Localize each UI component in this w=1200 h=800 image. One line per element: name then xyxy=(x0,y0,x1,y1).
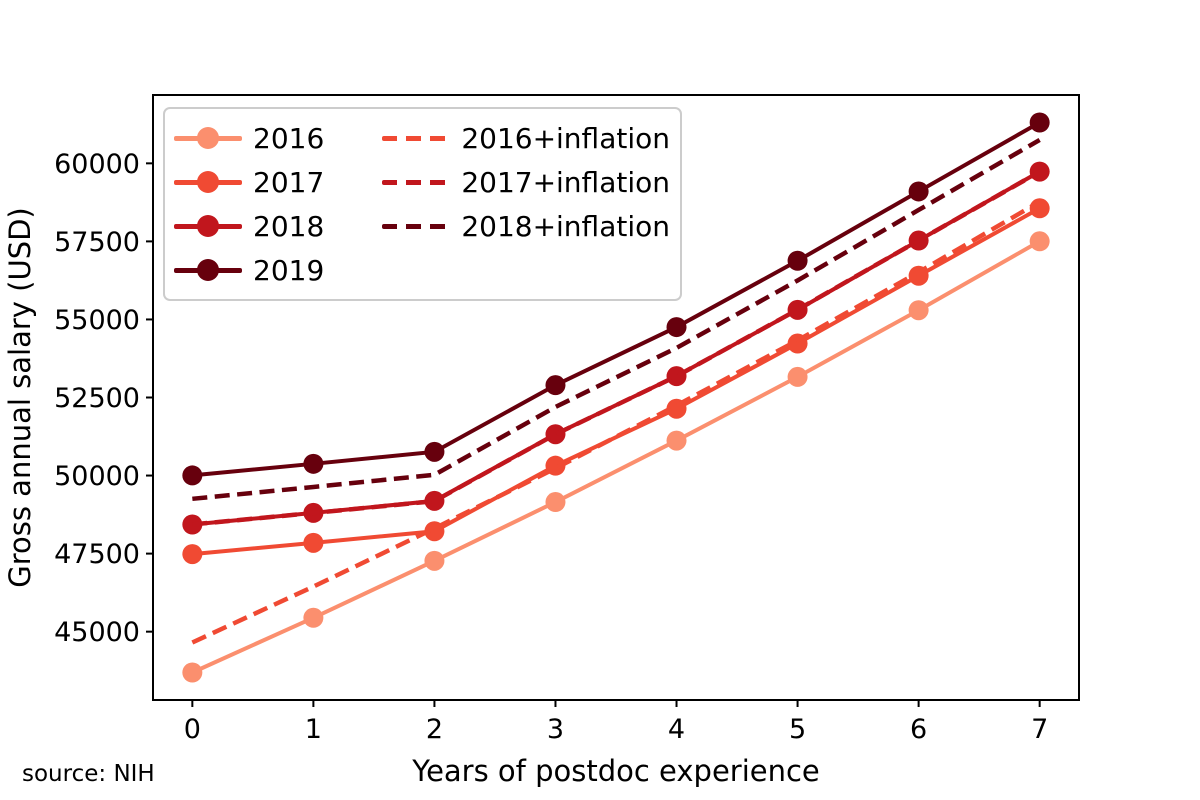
data-point-2019-year-7 xyxy=(1029,112,1050,133)
y-tick-label: 50000 xyxy=(54,461,140,492)
legend-item-2016: 2016 xyxy=(174,116,382,160)
legend-item-2018: 2018 xyxy=(174,204,382,248)
data-point-2016-year-0 xyxy=(182,662,203,683)
dashed-line-swatch-icon xyxy=(382,170,451,194)
legend-column-inflation: 2016+inflation 2017+inflation 2018+inflati… xyxy=(382,116,670,292)
x-tick-label: 1 xyxy=(305,714,322,745)
legend-item-2018+inflation: 2018+inflation xyxy=(382,204,670,248)
series-line-2016 xyxy=(190,239,1042,675)
x-tick-label: 0 xyxy=(184,714,201,745)
dashed-line-swatch-icon xyxy=(382,126,451,150)
data-point-2019-year-2 xyxy=(424,441,445,462)
swatch-marker-dot xyxy=(197,127,219,149)
line-marker-swatch-icon xyxy=(174,170,242,194)
legend-label: 2018+inflation xyxy=(461,209,670,243)
swatch-marker-dot xyxy=(197,259,219,281)
data-point-2019-year-4 xyxy=(666,317,687,338)
data-point-2017-year-0 xyxy=(182,544,203,565)
legend-item-2019: 2019 xyxy=(174,248,382,292)
y-axis-title: Gross annual salary (USD) xyxy=(3,207,37,588)
data-point-2016-year-5 xyxy=(787,366,808,387)
x-axis-title: Years of postdoc experience xyxy=(411,754,820,788)
y-tick-label: 45000 xyxy=(54,617,140,648)
legend-label: 2017+inflation xyxy=(461,165,670,199)
y-tick-label: 57500 xyxy=(54,227,140,258)
x-tick-label: 4 xyxy=(668,714,685,745)
swatch-line xyxy=(382,180,451,185)
series-line-2019 xyxy=(190,120,1042,478)
line-marker-swatch-icon xyxy=(174,258,242,282)
legend-column-solid: 2016 2017 2018 2019 xyxy=(174,116,382,292)
y-tick-label: 60000 xyxy=(54,149,140,180)
swatch-marker-dot xyxy=(197,215,219,237)
swatch-marker-dot xyxy=(197,171,219,193)
legend-item-2017: 2017 xyxy=(174,160,382,204)
data-point-2019-year-3 xyxy=(545,375,566,396)
y-axis: 45000 47500 50000 52500 55000 57500 60000 xyxy=(54,149,153,648)
series-line-2016+inflation xyxy=(191,199,1041,645)
x-tick-label: 7 xyxy=(1031,714,1048,745)
y-tick-label: 55000 xyxy=(54,305,140,336)
x-tick-label: 3 xyxy=(547,714,564,745)
data-point-2018-year-4 xyxy=(666,366,687,387)
series-line-2017+inflation xyxy=(192,169,1041,527)
legend-item-2016+inflation: 2016+inflation xyxy=(382,116,670,160)
legend: 2016 2017 2018 2019 2016+inflation 2017+infl… xyxy=(163,107,682,301)
data-point-2016-year-1 xyxy=(303,607,324,628)
x-tick-label: 2 xyxy=(426,714,443,745)
legend-label: 2018 xyxy=(253,209,325,243)
legend-label: 2017 xyxy=(253,165,325,199)
x-axis: 0 1 2 3 4 5 6 7 xyxy=(184,700,1048,745)
data-point-2019-year-1 xyxy=(303,453,324,474)
swatch-line xyxy=(382,224,451,229)
data-point-2016-year-7 xyxy=(1029,231,1050,252)
y-tick-label: 52500 xyxy=(54,383,140,414)
plot-series xyxy=(182,112,1050,683)
data-point-2016-year-2 xyxy=(424,550,445,571)
legend-label: 2019 xyxy=(253,253,325,287)
legend-item-2017+inflation: 2017+inflation xyxy=(382,160,670,204)
swatch-line xyxy=(382,136,451,141)
data-point-2016-year-4 xyxy=(666,430,687,451)
legend-label: 2016+inflation xyxy=(461,121,670,155)
data-point-2019-year-0 xyxy=(182,465,203,486)
data-point-2016-year-3 xyxy=(545,492,566,513)
data-point-2018-year-3 xyxy=(545,424,566,445)
source-note: source: NIH xyxy=(22,761,155,787)
data-point-2018-year-7 xyxy=(1029,161,1050,182)
data-point-2019-year-6 xyxy=(908,181,929,202)
x-tick-label: 6 xyxy=(910,714,927,745)
legend-label: 2016 xyxy=(253,121,325,155)
data-point-2016-year-6 xyxy=(908,300,929,321)
series-line-2018+inflation xyxy=(192,137,1041,502)
y-tick-label: 47500 xyxy=(54,539,140,570)
line-marker-swatch-icon xyxy=(174,214,242,238)
series-line-2017 xyxy=(190,206,1042,557)
dashed-line-swatch-icon xyxy=(382,214,451,238)
data-point-2019-year-5 xyxy=(787,250,808,271)
data-point-2018-year-0 xyxy=(182,514,203,535)
x-tick-label: 5 xyxy=(789,714,806,745)
data-point-2017-year-1 xyxy=(303,532,324,553)
line-marker-swatch-icon xyxy=(174,126,242,150)
